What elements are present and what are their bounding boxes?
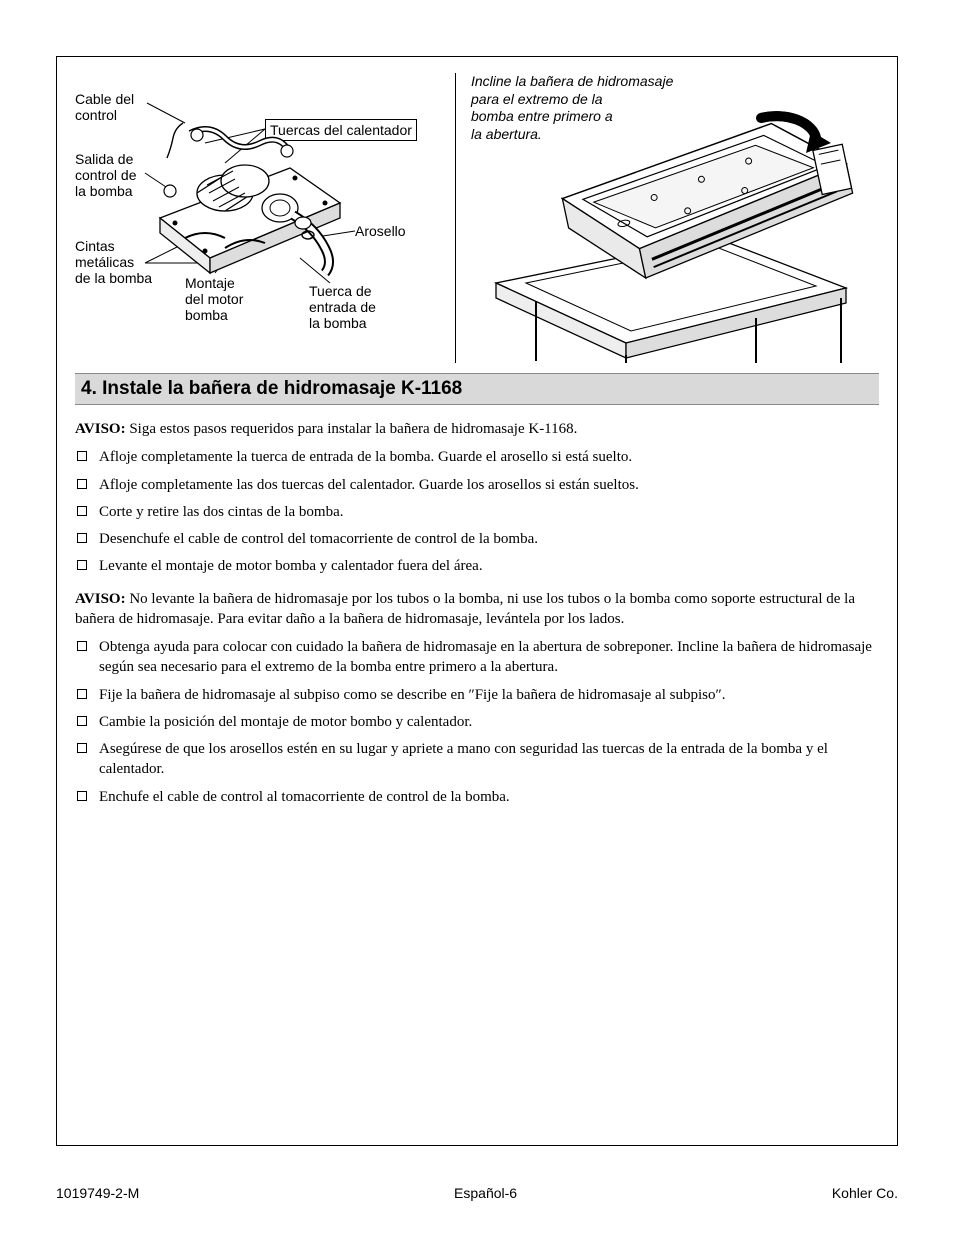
checklist-1: Afloje completamente la tuerca de entrad… [75, 447, 879, 576]
list-item: Enchufe el cable de control al tomacorri… [99, 787, 879, 807]
list-item: Obtenga ayuda para colocar con cuidado l… [99, 637, 879, 678]
figure-tub-install: Incline la bañera de hidromasajepara el … [455, 73, 879, 363]
notice-2: AVISO: No levante la bañera de hidromasa… [75, 589, 879, 630]
notice-2-text: No levante la bañera de hidromasaje por … [75, 591, 855, 627]
tub-diagram-svg [456, 83, 876, 363]
list-item: Afloje completamente las dos tuercas del… [99, 475, 879, 495]
list-item: Fije la bañera de hidromasaje al subpiso… [99, 685, 879, 705]
notice-1: AVISO: Siga estos pasos requeridos para … [75, 419, 879, 439]
list-item: Cambie la posición del montaje de motor … [99, 712, 879, 732]
list-item: Corte y retire las dos cintas de la bomb… [99, 502, 879, 522]
figures-row: Cable delcontrol Tuercas del calentador … [75, 73, 879, 363]
notice-1-text: Siga estos pasos requeridos para instala… [126, 421, 578, 437]
list-item: Afloje completamente la tuerca de entrad… [99, 447, 879, 467]
body-text: AVISO: Siga estos pasos requeridos para … [75, 419, 879, 807]
page: Cable delcontrol Tuercas del calentador … [0, 0, 954, 1235]
footer-doc-number: 1019749-2-M [56, 1185, 139, 1201]
footer-page-number: Español-6 [454, 1185, 517, 1201]
list-item: Levante el montaje de motor bomba y cale… [99, 556, 879, 576]
list-item: Desenchufe el cable de control del tomac… [99, 529, 879, 549]
footer-company: Kohler Co. [832, 1185, 898, 1201]
list-item: Asegúrese de que los arosellos estén en … [99, 739, 879, 780]
pump-diagram-svg [75, 73, 445, 363]
checklist-2: Obtenga ayuda para colocar con cuidado l… [75, 637, 879, 807]
section-heading: 4. Instale la bañera de hidromasaje K-11… [75, 373, 879, 405]
figure-pump-assembly: Cable delcontrol Tuercas del calentador … [75, 73, 445, 363]
page-footer: 1019749-2-M Español-6 Kohler Co. [56, 1185, 898, 1201]
notice-2-label: AVISO: [75, 591, 126, 607]
notice-1-label: AVISO: [75, 421, 126, 437]
content-frame: Cable delcontrol Tuercas del calentador … [56, 56, 898, 1146]
